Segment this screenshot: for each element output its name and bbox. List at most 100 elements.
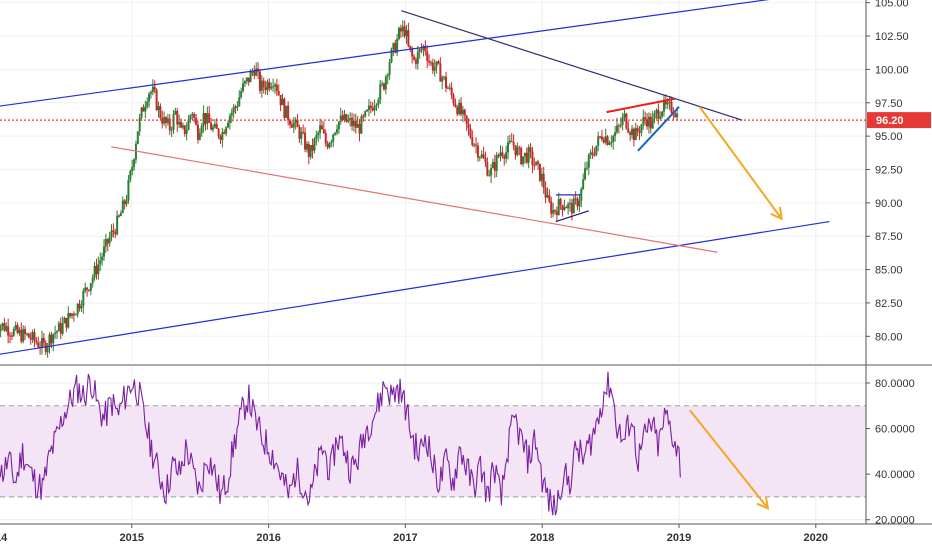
candle-body (277, 91, 280, 96)
trendline-1 (0, 220, 830, 355)
candle-body (614, 132, 617, 136)
candle-body (67, 313, 70, 328)
price-projection-arrow-shaft (698, 106, 783, 220)
candle-body (435, 61, 438, 67)
rsi-band-fill (0, 405, 866, 497)
candle-body (482, 154, 485, 159)
candle-body (313, 138, 316, 151)
candle-body (211, 127, 214, 130)
candle-body (429, 62, 432, 64)
candle-body (522, 156, 525, 165)
candle-body (599, 136, 602, 138)
candle-body (65, 317, 68, 328)
candle-body (20, 329, 23, 342)
candle-body (193, 113, 196, 118)
candle-body (538, 163, 541, 181)
candle-body (174, 110, 177, 115)
candle-body (121, 200, 124, 213)
candle-body (501, 152, 504, 156)
trendline-5 (637, 106, 680, 152)
candle-body (668, 101, 671, 103)
candle-body (144, 106, 147, 112)
candle-body (183, 125, 186, 134)
candle-body (465, 115, 468, 124)
candle-body (332, 134, 335, 142)
candle-body (99, 260, 102, 264)
projection-arrows (689, 106, 783, 510)
candle-body (245, 77, 248, 82)
candle-body (232, 106, 235, 113)
y-tick-label: 80.00 (875, 331, 903, 343)
candle-body (104, 238, 107, 247)
candle-body (168, 118, 171, 131)
candle-body (266, 82, 269, 90)
candle-body (294, 119, 297, 123)
candle-body (458, 102, 461, 115)
rsi-tick-label: 60.0000 (875, 424, 915, 436)
candle-body (486, 162, 489, 176)
candle-body (3, 323, 6, 331)
candle-body (629, 132, 632, 135)
candle-body (461, 109, 464, 115)
x-tick-label: 2016 (256, 532, 280, 544)
candle-body (5, 326, 8, 331)
candle-body (572, 198, 575, 214)
candle-body (437, 61, 440, 64)
candle-body (264, 87, 267, 90)
candle-body (574, 198, 577, 200)
candle-body (666, 102, 669, 105)
candle-body (375, 104, 378, 107)
y-tick-label: 100.00 (875, 64, 909, 76)
candle-body (228, 115, 231, 124)
candle-body (273, 84, 276, 87)
x-tick-label: 2014 (0, 532, 8, 544)
candle-body (533, 165, 536, 167)
candle-body (531, 151, 534, 166)
candle-body (202, 112, 205, 126)
candle-body (452, 94, 455, 104)
candle-body (403, 26, 406, 37)
candle-body (450, 87, 453, 95)
candle-body (512, 141, 515, 146)
candle-body (553, 210, 556, 212)
candle-body (89, 283, 92, 291)
candle-body (219, 136, 222, 141)
candle-body (418, 49, 421, 52)
candle-body (360, 116, 363, 134)
candle-body (114, 231, 117, 235)
candle-body (544, 187, 547, 198)
candle-body (131, 166, 134, 171)
candle-body (155, 89, 158, 111)
rsi-tick-label: 20.0000 (875, 515, 915, 527)
candle-body (24, 329, 27, 334)
candle-body (191, 113, 194, 116)
candle-body (262, 80, 265, 88)
candle-body (527, 147, 530, 163)
candle-body (518, 147, 521, 149)
candle-body (78, 303, 81, 309)
candle-body (181, 125, 184, 128)
candle-body (178, 121, 181, 125)
candle-body (514, 145, 517, 155)
candle-body (638, 131, 641, 133)
y-tick-label: 85.00 (875, 265, 903, 277)
candle-body (319, 125, 322, 133)
y-tick-label: 105.00 (875, 0, 909, 10)
candle-body (290, 124, 293, 128)
candle-body (305, 143, 308, 150)
candle-body (289, 120, 292, 125)
candle-body (510, 140, 513, 142)
candle-body (279, 95, 282, 106)
y-tick-label: 87.50 (875, 231, 903, 243)
candle-body (225, 127, 228, 134)
candle-body (97, 263, 100, 275)
candle-body (102, 246, 105, 257)
candle-body (281, 98, 284, 106)
candle-body (529, 147, 532, 152)
candle-body (540, 173, 543, 181)
candle-body (426, 51, 429, 61)
candle-body (580, 188, 583, 201)
candle-body (398, 27, 401, 39)
candle-body (424, 45, 427, 52)
candle-body (523, 152, 526, 157)
